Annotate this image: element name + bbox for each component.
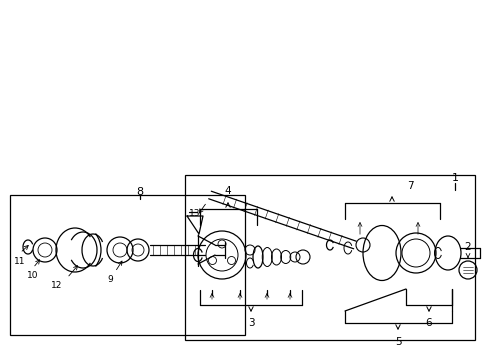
Polygon shape (186, 216, 203, 234)
Bar (184, 175, 474, 340)
Text: 12: 12 (51, 282, 62, 291)
Text: 2: 2 (464, 242, 470, 252)
Circle shape (208, 256, 216, 265)
Text: 3: 3 (247, 318, 254, 328)
Text: 4: 4 (224, 186, 231, 196)
Text: 8: 8 (136, 187, 143, 197)
Text: 10: 10 (27, 271, 39, 280)
Text: 9: 9 (107, 275, 113, 284)
Text: 5: 5 (394, 337, 401, 347)
Circle shape (227, 256, 235, 265)
Text: 11: 11 (14, 256, 26, 266)
Text: 13: 13 (189, 208, 201, 217)
Text: 7: 7 (406, 181, 412, 191)
Circle shape (218, 240, 225, 248)
Text: 6: 6 (425, 318, 431, 328)
Text: 1: 1 (450, 173, 458, 183)
Bar (10, 195, 244, 335)
